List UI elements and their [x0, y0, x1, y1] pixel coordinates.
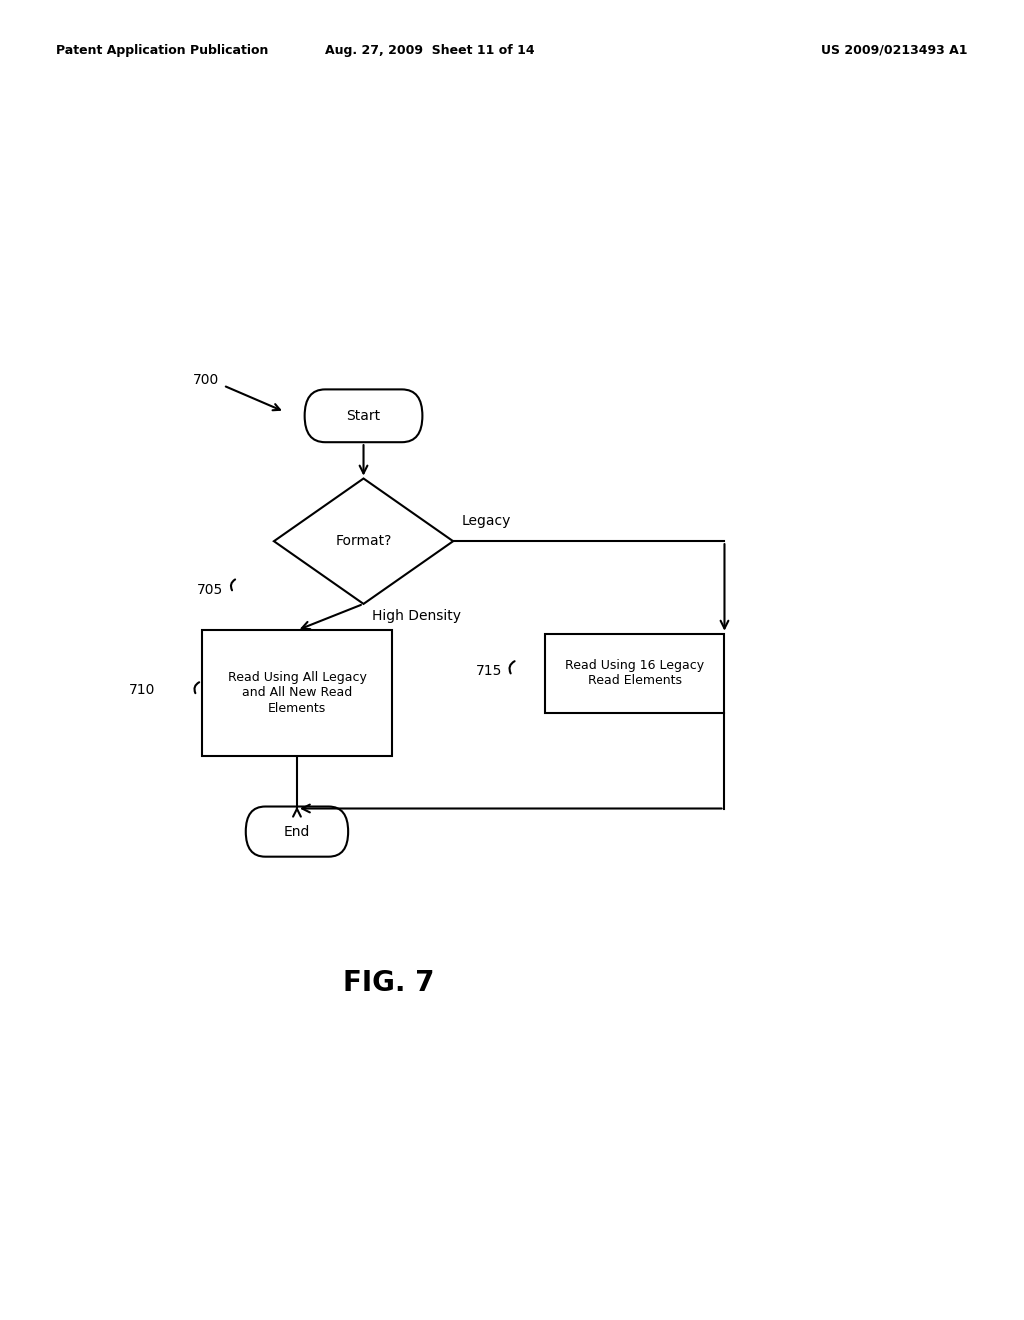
FancyBboxPatch shape [545, 634, 725, 713]
Text: 715: 715 [475, 664, 502, 677]
Text: High Density: High Density [372, 610, 461, 623]
Text: Legacy: Legacy [461, 513, 511, 528]
FancyBboxPatch shape [202, 631, 391, 755]
Polygon shape [273, 479, 453, 605]
Text: Patent Application Publication: Patent Application Publication [56, 44, 268, 57]
Text: 710: 710 [129, 684, 156, 697]
Text: Format?: Format? [335, 535, 392, 548]
Text: Start: Start [346, 409, 381, 422]
Text: 700: 700 [193, 374, 219, 387]
FancyBboxPatch shape [246, 807, 348, 857]
Text: Read Using 16 Legacy
Read Elements: Read Using 16 Legacy Read Elements [565, 659, 705, 688]
FancyBboxPatch shape [305, 389, 422, 442]
Text: 705: 705 [197, 583, 223, 597]
Text: US 2009/0213493 A1: US 2009/0213493 A1 [821, 44, 968, 57]
Text: FIG. 7: FIG. 7 [343, 969, 435, 998]
Text: Read Using All Legacy
and All New Read
Elements: Read Using All Legacy and All New Read E… [227, 672, 367, 714]
Text: Aug. 27, 2009  Sheet 11 of 14: Aug. 27, 2009 Sheet 11 of 14 [326, 44, 535, 57]
Text: End: End [284, 825, 310, 838]
